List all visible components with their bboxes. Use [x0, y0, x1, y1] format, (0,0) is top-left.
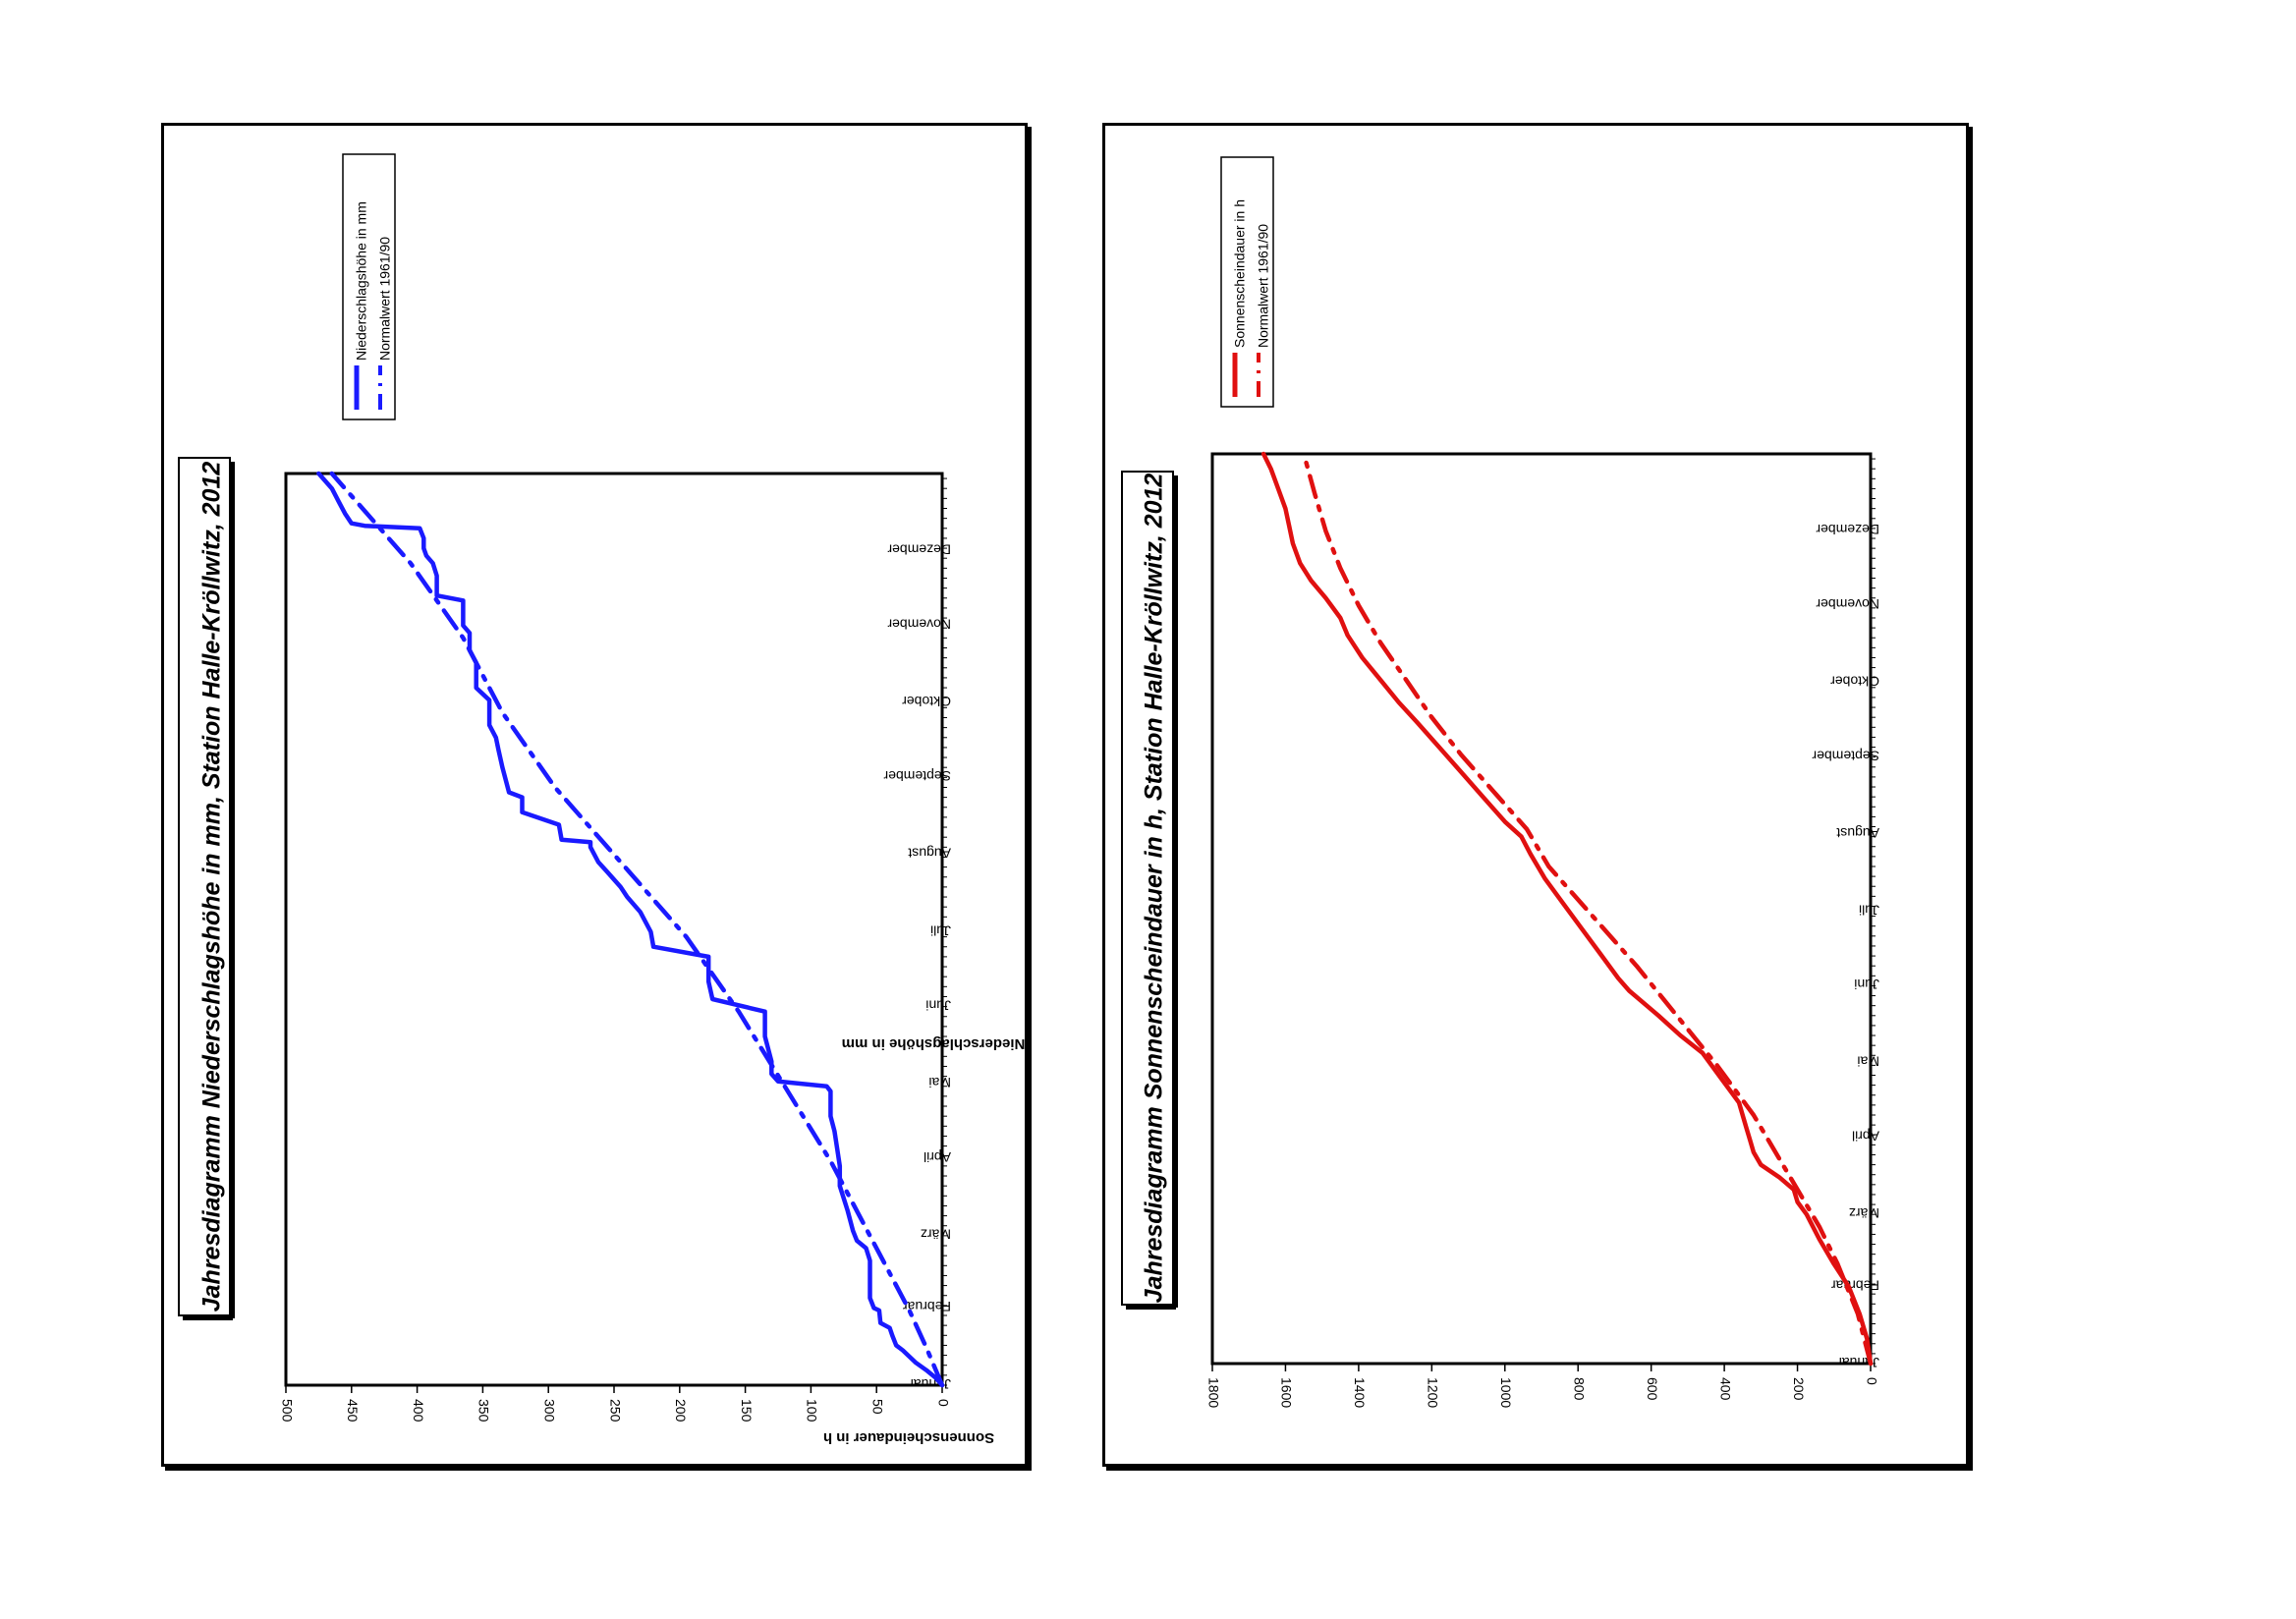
month-label: Juli [1859, 902, 1879, 918]
value-tick-label: 1000 [1498, 1377, 1514, 1408]
month-label: April [924, 1149, 951, 1165]
value-tick-label: 200 [1791, 1377, 1807, 1401]
value-tick-label: 300 [541, 1399, 557, 1423]
month-label: Juli [930, 922, 951, 938]
month-label: Dezember [887, 541, 951, 557]
legend-label: Normalwert 1961/90 [1256, 224, 1271, 348]
day-ticks [1871, 458, 1876, 1365]
month-label: Januar [1837, 1355, 1879, 1370]
month-label: November [1816, 596, 1879, 612]
value-tick-label: 50 [869, 1399, 885, 1415]
month-label: Oktober [1830, 674, 1879, 690]
plot-area [284, 472, 944, 1387]
month-label: August [908, 846, 951, 862]
value-tick-label: 0 [935, 1399, 951, 1407]
value-tick-label: 1400 [1352, 1377, 1368, 1408]
month-label: Mai [928, 1075, 951, 1090]
value-tick-label: 1800 [1205, 1377, 1221, 1408]
value-tick-label: 600 [1645, 1377, 1660, 1401]
chart-title: Jahresdiagramm Sonnenscheindauer in h, S… [1141, 474, 1168, 1304]
value-tick-label: 250 [607, 1399, 623, 1423]
plot-area [1210, 452, 1873, 1366]
value-axis-title: Niederschlagshöhe in mm [842, 1035, 1026, 1052]
month-label: Mai [1857, 1054, 1879, 1070]
series-line-measured [1260, 451, 1874, 1367]
value-tick-label: 450 [345, 1399, 361, 1423]
series-line-normal [329, 471, 945, 1388]
month-label: Juni [925, 997, 951, 1013]
month-label: Februar [1831, 1277, 1879, 1293]
value-tick-label: 200 [673, 1399, 689, 1423]
legend-label: Normalwert 1961/90 [377, 237, 393, 361]
title-box [178, 457, 231, 1316]
value-axis-title: Sonnenscheindauer in h [823, 1429, 994, 1446]
month-label: Januar [909, 1376, 951, 1392]
legend-box [1220, 156, 1274, 408]
series-line-normal [1301, 451, 1874, 1367]
month-label: Oktober [902, 694, 951, 709]
value-tick-label: 400 [411, 1399, 426, 1423]
day-ticks [942, 477, 947, 1386]
value-tick-label: 800 [1572, 1377, 1588, 1401]
month-label: September [883, 768, 951, 784]
month-label: Juni [1854, 977, 1879, 992]
value-tick-label: 1200 [1426, 1377, 1441, 1408]
month-label: September [1812, 748, 1879, 763]
value-tick-label: 150 [739, 1399, 755, 1423]
month-label: März [1849, 1205, 1879, 1221]
value-tick-label: 100 [805, 1399, 820, 1423]
series-line-measured [316, 471, 945, 1388]
value-tick-label: 350 [476, 1399, 492, 1423]
value-tick-label: 0 [1864, 1377, 1879, 1385]
value-tick-label: 400 [1717, 1377, 1733, 1401]
month-label: November [887, 616, 951, 632]
legend-label: Niederschlagshöhe in mm [354, 201, 369, 361]
month-label: Februar [903, 1299, 951, 1314]
month-label: Dezember [1816, 522, 1879, 537]
chart-right: 0 200 400 600 800 1000 1200 1400 1600 1800 Januar F… [823, 156, 1879, 1446]
chart-left: 0 50 100 150 200 250 300 350 400 450 500 Januar Febr… [178, 153, 1026, 1423]
value-tick-label: 500 [279, 1399, 295, 1423]
legend-box [342, 153, 396, 420]
chart-title: Jahresdiagramm Niederschlagshöhe in mm, … [198, 462, 226, 1312]
month-label: August [1836, 825, 1879, 841]
month-label: April [1852, 1129, 1879, 1144]
legend-label: Sonnenscheindauer in h [1232, 199, 1248, 348]
month-label: März [921, 1227, 951, 1243]
title-box [1121, 471, 1174, 1306]
value-tick-label: 1600 [1279, 1377, 1295, 1408]
